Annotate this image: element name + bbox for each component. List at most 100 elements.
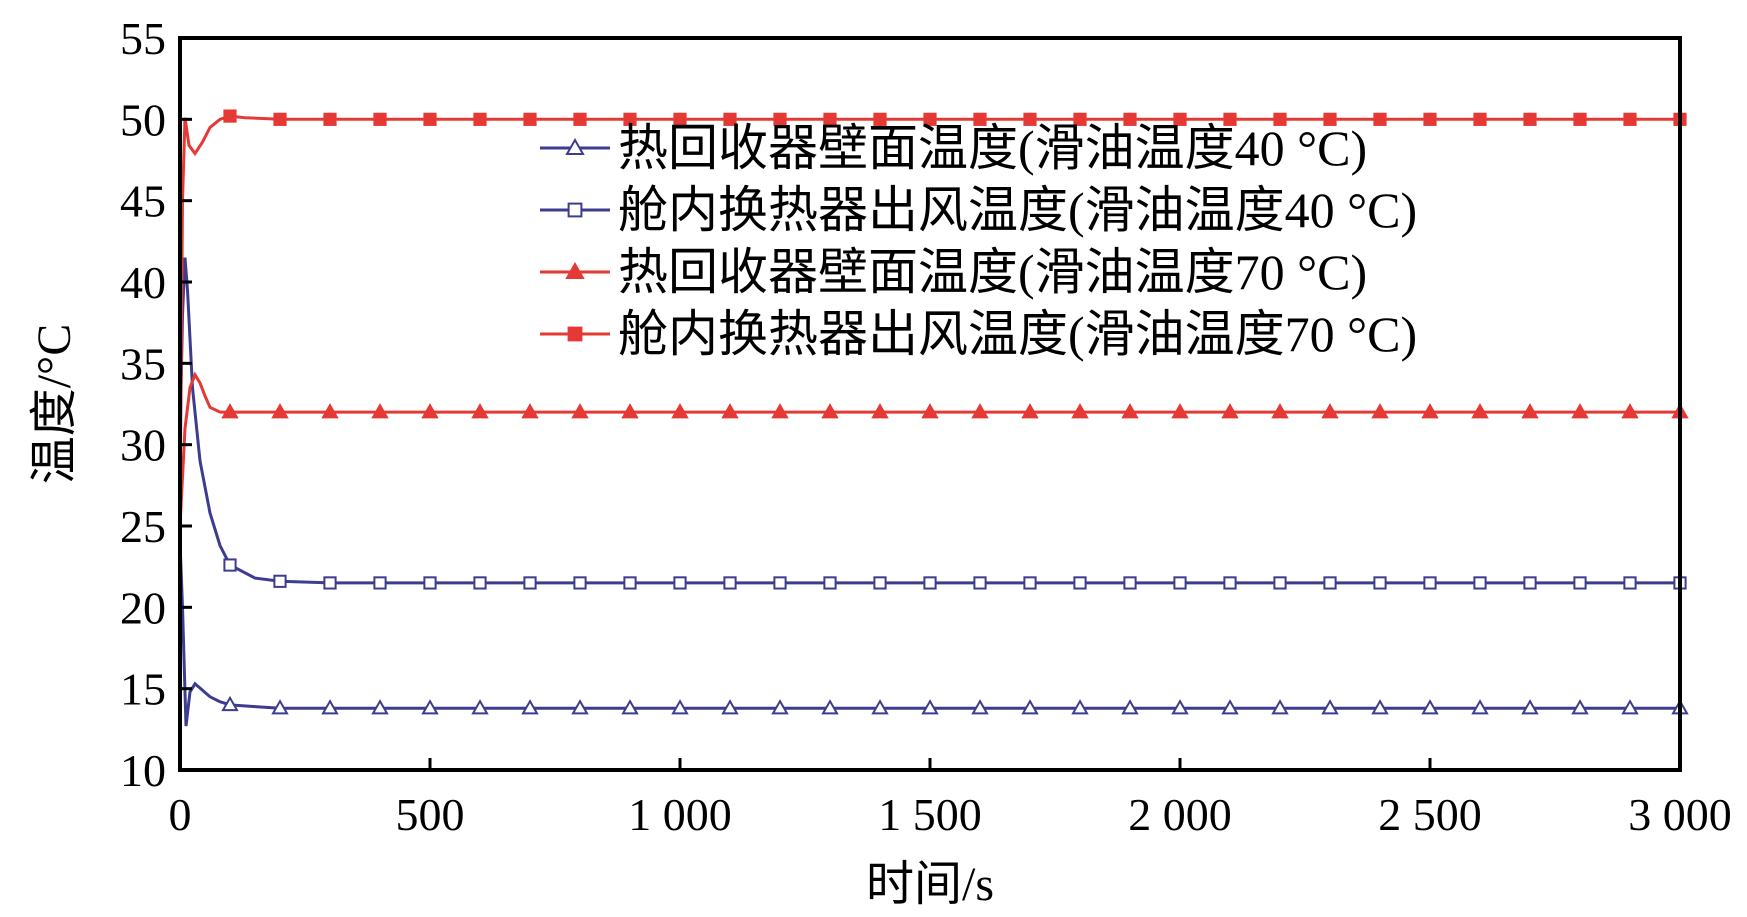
legend-marker (565, 261, 585, 279)
legend-label: 热回收器壁面温度(滑油温度40 °C) (618, 120, 1367, 176)
data-point (571, 699, 589, 715)
data-point (1371, 699, 1389, 715)
data-point (1123, 112, 1137, 126)
data-point (371, 403, 389, 419)
data-point (1171, 699, 1189, 715)
data-point (1471, 699, 1489, 715)
legend-marker (567, 326, 583, 342)
data-point (623, 112, 637, 126)
data-point (271, 403, 289, 419)
data-point (1373, 576, 1387, 590)
data-point (923, 576, 937, 590)
data-point (771, 403, 789, 419)
data-point (321, 403, 339, 419)
data-point (321, 699, 339, 715)
data-point (1421, 699, 1439, 715)
y-tick-label: 30 (120, 420, 166, 471)
data-point (1021, 403, 1039, 419)
data-point (1223, 576, 1237, 590)
data-point (1273, 112, 1287, 126)
data-point (971, 699, 989, 715)
data-point (1273, 576, 1287, 590)
data-point (923, 112, 937, 126)
data-point (1423, 112, 1437, 126)
data-point (1123, 576, 1137, 590)
data-point (571, 403, 589, 419)
data-point (523, 576, 537, 590)
data-point (1221, 403, 1239, 419)
y-tick-label: 45 (120, 176, 166, 227)
data-point (1073, 576, 1087, 590)
data-point (821, 699, 839, 715)
data-point (323, 112, 337, 126)
data-point (1421, 403, 1439, 419)
data-point (373, 112, 387, 126)
data-point (1271, 699, 1289, 715)
data-point (223, 558, 237, 572)
data-point (1121, 699, 1139, 715)
x-tick-label: 500 (396, 789, 465, 840)
data-point (1321, 699, 1339, 715)
data-point (271, 699, 289, 715)
y-tick-label: 40 (120, 257, 166, 308)
data-point (1321, 403, 1339, 419)
data-point (1323, 112, 1337, 126)
data-point (1423, 576, 1437, 590)
data-point (423, 112, 437, 126)
legend-label: 热回收器壁面温度(滑油温度70 °C) (618, 244, 1367, 300)
data-point (273, 574, 287, 588)
data-point (421, 699, 439, 715)
data-point (723, 576, 737, 590)
legend-item: 舱内换热器出风温度(滑油温度70 °C) (540, 306, 1417, 362)
y-axis-title: 温度/°C (28, 324, 81, 485)
series-1 (178, 257, 1687, 590)
data-point (1573, 576, 1587, 590)
data-point (523, 112, 537, 126)
y-tick-label: 10 (120, 745, 166, 796)
data-point (1473, 576, 1487, 590)
data-point (1573, 112, 1587, 126)
data-point (1373, 112, 1387, 126)
data-point (873, 576, 887, 590)
data-point (671, 699, 689, 715)
data-point (1121, 403, 1139, 419)
data-point (823, 576, 837, 590)
ticks-layer: 0 500 1 000 1 500 2 000 2 500 3 000 10 15 20 25 30 3… (120, 13, 1732, 840)
data-point (871, 403, 889, 419)
data-point (1021, 699, 1039, 715)
data-point (1223, 112, 1237, 126)
data-point (723, 112, 737, 126)
legend-item: 热回收器壁面温度(滑油温度40 °C) (540, 120, 1367, 176)
y-tick-label: 35 (120, 338, 166, 389)
x-tick-label: 2 000 (1128, 789, 1232, 840)
data-point (1073, 112, 1087, 126)
data-point (821, 403, 839, 419)
data-point (1023, 576, 1037, 590)
data-point (373, 576, 387, 590)
data-point (1071, 403, 1089, 419)
y-tick-label: 25 (120, 501, 166, 552)
data-point (1521, 403, 1539, 419)
data-point (871, 699, 889, 715)
data-point (471, 403, 489, 419)
data-point (773, 576, 787, 590)
data-point (1523, 576, 1537, 590)
data-point (721, 403, 739, 419)
data-point (973, 576, 987, 590)
data-point (1173, 112, 1187, 126)
data-point (521, 699, 539, 715)
data-point (371, 699, 389, 715)
series-2 (178, 371, 1689, 527)
series-layer (178, 109, 1689, 727)
series-line (178, 542, 1680, 727)
x-tick-label: 1 500 (878, 789, 982, 840)
data-point (773, 112, 787, 126)
data-point (323, 576, 337, 590)
x-tick-label: 2 500 (1378, 789, 1482, 840)
data-point (1473, 112, 1487, 126)
data-point (1621, 403, 1639, 419)
data-point (721, 699, 739, 715)
legend-item: 热回收器壁面温度(滑油温度70 °C) (540, 244, 1367, 300)
y-tick-label: 55 (120, 13, 166, 64)
data-point (1621, 699, 1639, 715)
